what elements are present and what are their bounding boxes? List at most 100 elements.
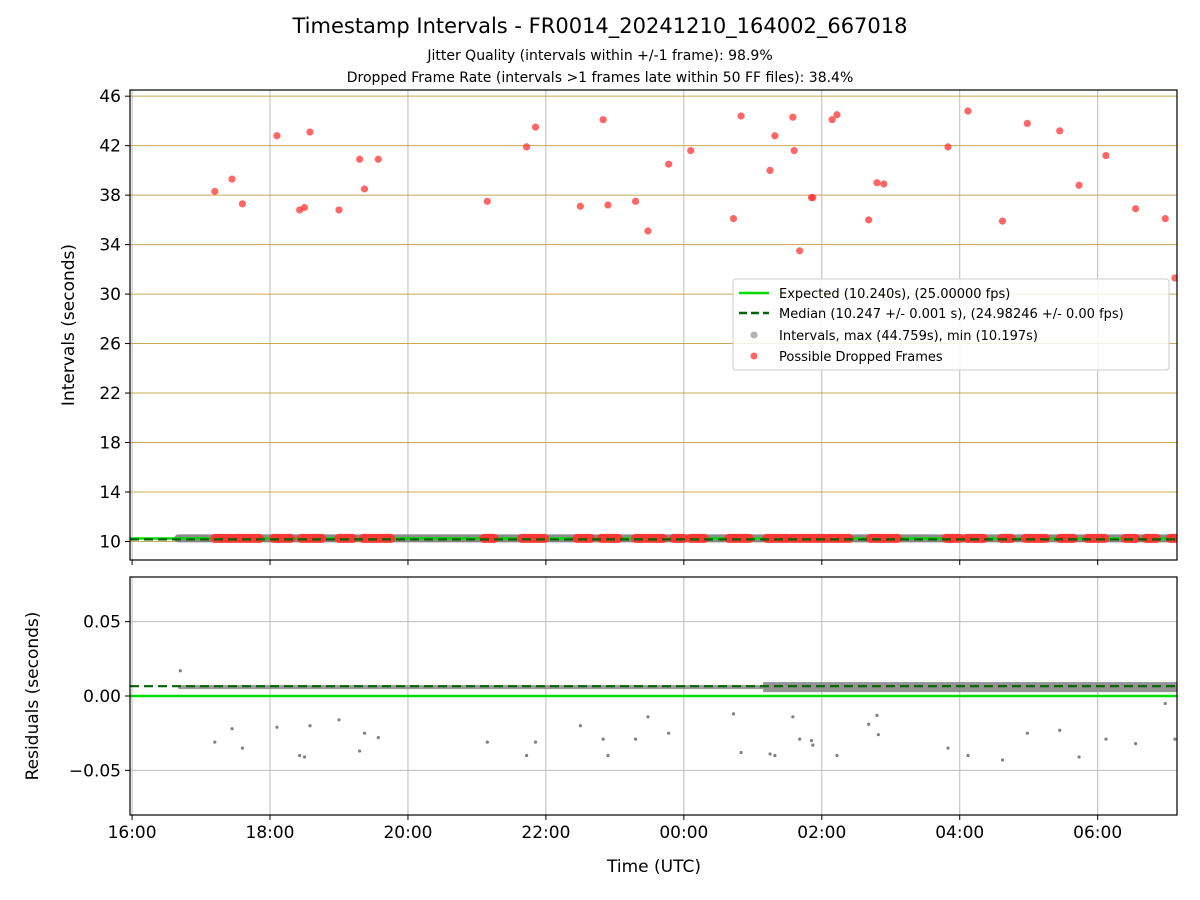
y-tick-label-top: 42 bbox=[99, 137, 121, 157]
dropped-frame-point bbox=[1024, 120, 1031, 127]
dropped-frame-point bbox=[809, 194, 816, 201]
x-tick-label: 18:00 bbox=[246, 823, 295, 843]
legend-expected-label: Expected (10.240s), (25.00000 fps) bbox=[779, 287, 1010, 302]
dropped-frame-point bbox=[766, 167, 773, 174]
x-tick-label: 16:00 bbox=[108, 823, 157, 843]
residual-point bbox=[308, 724, 311, 727]
residual-point bbox=[810, 739, 813, 742]
residual-point bbox=[1173, 738, 1176, 741]
dropped-frame-point bbox=[375, 156, 382, 163]
dropped-frame-point bbox=[239, 200, 246, 207]
dropped-frame-point bbox=[771, 132, 778, 139]
x-tick-label: 20:00 bbox=[383, 823, 432, 843]
residual-point bbox=[534, 741, 537, 744]
y-tick-label-top: 30 bbox=[99, 285, 121, 305]
dropped-frame-point bbox=[737, 112, 744, 119]
residual-point bbox=[946, 746, 949, 749]
residual-point bbox=[363, 732, 366, 735]
y-tick-label-top: 34 bbox=[99, 236, 121, 256]
legend-dropped-swatch bbox=[751, 353, 758, 360]
legend-intervals-swatch bbox=[751, 332, 758, 339]
residual-point bbox=[179, 669, 182, 672]
dropped-frame-point bbox=[523, 143, 530, 150]
legend-intervals-label: Intervals, max (44.759s), min (10.197s) bbox=[779, 329, 1038, 344]
dropped-frame-point bbox=[532, 124, 539, 131]
residual-point bbox=[579, 724, 582, 727]
residual-point bbox=[1077, 755, 1080, 758]
residual-point bbox=[298, 754, 301, 757]
dropped-frame-point bbox=[1162, 215, 1169, 222]
dropped-frame-point bbox=[833, 111, 840, 118]
dropped-frame-point bbox=[791, 147, 798, 154]
x-axis-label: Time (UTC) bbox=[606, 857, 701, 877]
dropped-frame-point bbox=[604, 201, 611, 208]
y-tick-label-top: 46 bbox=[99, 87, 121, 107]
residual-point bbox=[1026, 732, 1029, 735]
y-tick-label-top: 38 bbox=[99, 186, 121, 206]
y-axis-label-residuals: Residuals (seconds) bbox=[23, 612, 43, 781]
residual-point bbox=[377, 736, 380, 739]
y-tick-label-top: 18 bbox=[99, 434, 121, 454]
y-tick-label-bottom: 0.00 bbox=[83, 687, 121, 707]
dropped-frame-point bbox=[577, 203, 584, 210]
dropped-frame-point bbox=[228, 175, 235, 182]
dropped-frame-point bbox=[796, 247, 803, 254]
residual-point bbox=[634, 738, 637, 741]
dropped-frame-point bbox=[873, 179, 880, 186]
residual-point bbox=[1001, 758, 1004, 761]
y-tick-label-top: 22 bbox=[99, 384, 121, 404]
residual-point bbox=[358, 749, 361, 752]
dropped-frame-point bbox=[665, 161, 672, 168]
residual-point bbox=[303, 755, 306, 758]
residual-point bbox=[337, 718, 340, 721]
dropped-frame-point bbox=[484, 198, 491, 205]
dropped-frame-point bbox=[1056, 127, 1063, 134]
dropped-frame-point bbox=[999, 218, 1006, 225]
legend-dropped-label: Possible Dropped Frames bbox=[779, 350, 943, 365]
dropped-frame-point bbox=[687, 147, 694, 154]
dropped-frame-point bbox=[335, 206, 342, 213]
residual-point bbox=[768, 752, 771, 755]
residual-point bbox=[875, 714, 878, 717]
residual-point bbox=[1134, 742, 1137, 745]
residual-point bbox=[241, 746, 244, 749]
dropped-frame-point bbox=[301, 204, 308, 211]
dropped-frame-point bbox=[644, 227, 651, 234]
x-tick-label: 00:00 bbox=[659, 823, 708, 843]
residual-point bbox=[486, 741, 489, 744]
residual-point bbox=[525, 754, 528, 757]
y-tick-label-top: 26 bbox=[99, 335, 121, 355]
dropped-frame-point bbox=[964, 107, 971, 114]
residual-point bbox=[811, 743, 814, 746]
x-tick-label: 06:00 bbox=[1073, 823, 1122, 843]
residual-point bbox=[1104, 738, 1107, 741]
residual-point bbox=[798, 738, 801, 741]
legend: Expected (10.240s), (25.00000 fps) Media… bbox=[733, 279, 1169, 370]
legend-median-label: Median (10.247 +/- 0.001 s), (24.98246 +… bbox=[779, 307, 1124, 322]
y-tick-label-top: 10 bbox=[99, 532, 121, 552]
dropped-frame-point bbox=[865, 216, 872, 223]
dropped-frame-point bbox=[789, 114, 796, 121]
dropped-frame-point bbox=[273, 132, 280, 139]
dropped-frame-point bbox=[1075, 182, 1082, 189]
dropped-frame-point bbox=[880, 180, 887, 187]
x-tick-label: 04:00 bbox=[935, 823, 984, 843]
residual-point bbox=[791, 715, 794, 718]
residual-point bbox=[739, 751, 742, 754]
residual-point bbox=[877, 733, 880, 736]
dropped-frame-point bbox=[632, 198, 639, 205]
residual-point bbox=[230, 727, 233, 730]
dropped-frame-point bbox=[600, 116, 607, 123]
residual-point bbox=[966, 754, 969, 757]
residual-point bbox=[606, 754, 609, 757]
dropped-frame-point bbox=[211, 188, 218, 195]
residual-point bbox=[1058, 729, 1061, 732]
x-tick-label: 22:00 bbox=[521, 823, 570, 843]
y-tick-label-bottom: −0.05 bbox=[69, 761, 121, 781]
dropped-frame-point bbox=[306, 128, 313, 135]
residual-point bbox=[602, 738, 605, 741]
dropped-frame-point bbox=[730, 215, 737, 222]
dropped-frame-point bbox=[1132, 205, 1139, 212]
y-tick-label-bottom: 0.05 bbox=[83, 613, 121, 633]
